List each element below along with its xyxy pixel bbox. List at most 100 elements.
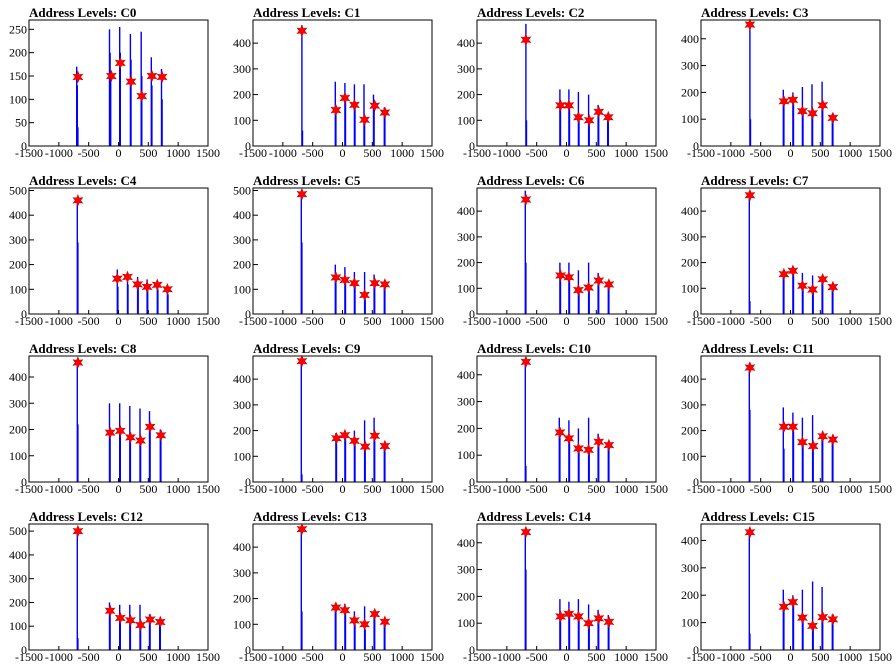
x-tick-label: -500 [750,650,772,664]
peak-marker [807,439,819,453]
peak-marker [349,276,360,290]
histogram-bar [578,449,580,482]
y-tick-label: 100 [9,449,27,463]
peak-marker [827,280,839,294]
y-tick-label: 200 [457,421,475,435]
histogram-bar [119,52,121,147]
peak-marker [369,276,381,290]
peak-marker [787,595,799,609]
histogram-plot: 0 100 200 300 400 -1500 -1000 -500 0 500 1000 1500 [9,355,220,496]
histogram-bar [524,190,526,314]
x-tick-label: 1000 [614,146,638,160]
x-tick-label: 0 [340,650,346,664]
histogram-bar [110,80,112,146]
peak-marker [72,70,84,84]
peak-marker [554,426,566,439]
peak-marker [778,94,790,108]
histogram-bar [354,443,356,482]
histogram-bar [811,113,814,146]
histogram-bar [139,440,142,482]
peak-marker [339,273,351,287]
chart-title: Address Levels: C1 [253,5,361,20]
y-tick-label: 300 [681,230,699,244]
x-tick-label: 1500 [644,482,668,496]
peak-marker [817,99,829,112]
histogram-bar [77,127,79,146]
peak-marker [807,619,818,633]
x-tick-label: 1000 [390,482,414,496]
x-tick-label: -1500 [463,650,491,664]
histogram-bar [139,626,142,650]
peak-marker [339,91,351,105]
x-tick-label: 500 [811,650,829,664]
y-tick-label: 400 [233,36,251,50]
histogram-bar [525,465,527,482]
histogram-bar [76,85,78,146]
peak-marker [379,278,391,291]
plot-frame [476,187,657,315]
plot-frame [700,187,881,315]
x-tick-label: -500 [78,146,100,160]
y-tick-label: 100 [681,616,699,630]
plot-frame [476,19,657,147]
histogram-bar [384,451,386,482]
peak-marker [349,614,360,627]
chart-title: Address Levels: C0 [29,5,137,20]
histogram-bar [364,629,366,650]
y-tick-label: 0 [693,643,699,657]
histogram-bar [812,446,814,482]
x-tick-label: -500 [302,650,324,664]
histogram-bar [578,617,580,650]
histogram-bar [568,104,571,146]
histogram-bar [119,616,121,650]
y-tick-label: 0 [245,139,251,153]
peak-marker [296,522,308,536]
x-tick-label: 0 [116,146,122,160]
y-tick-label: 200 [681,424,699,438]
x-tick-label: -1500 [463,314,491,328]
histogram-panel-c13: Address Levels: C13 0 100 200 300 400 -1500 -10… [224,504,448,672]
x-tick-label: 500 [811,482,829,496]
histogram-bar [598,280,600,314]
plot-frame [252,19,433,147]
y-tick-label: 300 [457,563,475,577]
y-tick-label: 200 [457,256,475,270]
y-tick-label: 0 [21,307,27,321]
histogram-bar [130,59,132,147]
chart-title: Address Levels: C14 [477,509,591,524]
histogram-plot: 0 100 200 300 400 -1500 -1000 -500 0 500 1000 1500 [457,187,668,328]
histogram-bar [374,440,376,482]
y-tick-label: 500 [233,183,251,197]
peak-marker [573,110,584,124]
peak-marker [379,106,391,119]
chart-title: Address Levels: C9 [253,341,361,356]
x-tick-label: -1500 [463,146,491,160]
peak-marker [603,438,615,452]
x-tick-label: 0 [564,482,570,496]
peak-marker [154,615,166,629]
histogram-bar [568,615,571,650]
peak-marker [555,269,567,282]
x-tick-label: 1000 [166,650,190,664]
histogram-panel-c2: Address Levels: C2 0 100 200 300 400 -1500 -100… [448,0,672,168]
histogram-bar [608,285,610,314]
histogram-bar [117,286,119,314]
y-tick-label: 500 [9,183,27,197]
x-tick-label: -1500 [15,650,43,664]
x-tick-label: -500 [750,146,772,160]
histogram-bar [129,440,132,482]
peak-marker [156,70,168,84]
y-tick-label: 300 [681,561,699,575]
histogram-bar [157,289,159,314]
x-tick-label: 1500 [644,650,668,664]
chart-title: Address Levels: C12 [29,509,143,524]
histogram-bar [77,242,79,314]
histogram-bar [588,120,590,146]
histogram-bar [822,280,824,314]
peak-marker [114,611,126,625]
y-tick-label: 300 [233,566,251,580]
x-tick-label: 1500 [196,650,220,664]
x-tick-label: 0 [340,482,346,496]
histogram-bar [335,611,337,650]
histogram-panel-c5: Address Levels: C5 0 100 200 300 400 500 -1500-… [224,168,448,336]
